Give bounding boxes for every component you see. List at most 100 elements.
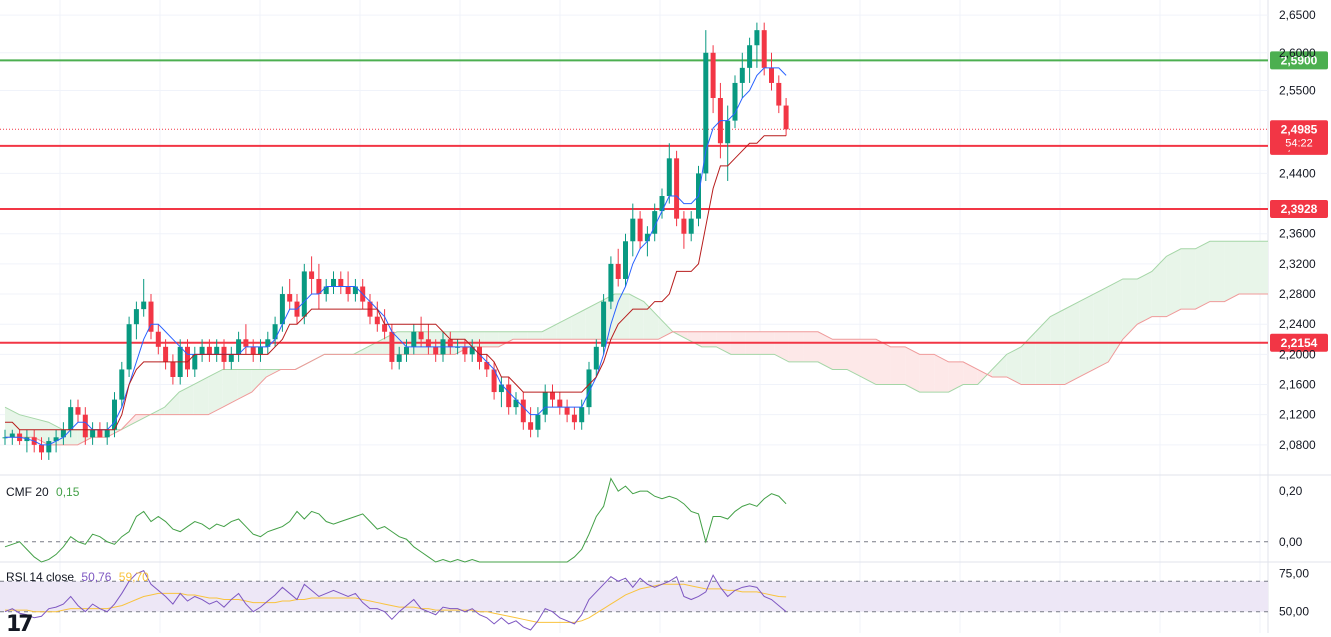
candle-body	[776, 82, 782, 106]
cloud-segment	[803, 331, 818, 362]
candle-body	[447, 339, 453, 347]
cmf-tick-label: 0,00	[1279, 535, 1303, 549]
cloud-segment	[1166, 248, 1181, 317]
level-tag-label: 2,5900	[1281, 53, 1318, 67]
candle-body	[104, 429, 110, 438]
candle-body	[258, 346, 263, 355]
last-price-label: 2,4985	[1281, 122, 1318, 136]
cloud-segment	[1209, 241, 1225, 302]
candle-body	[564, 407, 570, 415]
price-axis[interactable]: 2,6500 2,6000 2,5500 2,4400 2,3600 2,3200 2,28…	[1279, 8, 1316, 619]
candle-body	[170, 361, 176, 377]
candle-body	[46, 441, 52, 453]
candle-body	[338, 278, 344, 287]
candle-body	[710, 52, 716, 99]
level-tag-label: 2,3928	[1281, 202, 1318, 216]
senkou-span-b-line	[5, 293, 1268, 446]
candle-body	[652, 211, 658, 234]
cloud-segment	[1151, 256, 1167, 317]
candle-body	[90, 429, 96, 438]
rsi-legend[interactable]: RSI 14 close 50,76 59,70	[6, 570, 153, 584]
price-tick-label: 2,1600	[1279, 378, 1316, 392]
cloud-segment	[193, 376, 209, 415]
cmf-label: CMF 20	[6, 485, 49, 499]
candle-body	[506, 384, 512, 408]
price-tick-label: 2,2400	[1279, 317, 1316, 331]
candle-body	[323, 286, 329, 295]
candle-body	[571, 414, 577, 423]
candle-body	[396, 354, 402, 362]
cloud-segment	[1137, 271, 1152, 325]
candle-body	[433, 346, 439, 355]
candle-body	[75, 407, 81, 415]
price-tick-label: 2,2800	[1279, 287, 1316, 301]
candle-body	[498, 384, 504, 393]
price-tick-label: 2,3200	[1279, 257, 1316, 271]
candle-body	[126, 324, 132, 370]
price-tick-label: 2,6500	[1279, 8, 1316, 22]
candlestick-series[interactable]	[2, 22, 789, 460]
cloud-segment	[658, 316, 673, 340]
candle-body	[557, 399, 563, 408]
cloud-segment	[934, 354, 949, 393]
cloud-segment	[1021, 331, 1036, 385]
candle-body	[236, 339, 242, 355]
cloud-segment	[1050, 309, 1065, 385]
rsi-tick-label: 50,00	[1279, 605, 1309, 619]
candle-body	[279, 294, 285, 325]
candle-body	[674, 158, 680, 219]
candle-body	[374, 316, 380, 325]
cloud-segment	[208, 369, 223, 415]
cloud-segment	[367, 339, 383, 355]
cloud-segment	[527, 331, 543, 340]
level-tag-label: 2,2154	[1281, 336, 1318, 350]
level-tag	[1270, 333, 1328, 352]
cloud-segment	[513, 331, 528, 340]
candle-body	[769, 67, 774, 83]
candle-body	[644, 233, 650, 242]
cloud-segment	[1093, 286, 1109, 370]
candle-body	[97, 429, 103, 438]
candle-body	[250, 346, 256, 355]
cmf-value: 0,15	[56, 485, 80, 499]
price-tick-label: 2,2000	[1279, 347, 1316, 361]
ichimoku-lines	[5, 67, 787, 446]
cmf-legend[interactable]: CMF 20 0,15	[6, 485, 83, 499]
candle-body	[316, 278, 322, 295]
tradingview-logo[interactable]: 17	[6, 612, 34, 637]
candle-body	[725, 120, 731, 144]
cloud-segment	[1180, 248, 1196, 310]
cloud-segment	[948, 361, 964, 393]
candle-body	[206, 346, 212, 355]
cloud-segment	[847, 339, 862, 377]
candle-body	[389, 331, 395, 362]
rsi-pane[interactable]	[0, 569, 1268, 631]
candle-body	[155, 331, 161, 347]
candle-body	[301, 271, 307, 317]
candle-body	[68, 407, 74, 430]
candle-body	[309, 271, 315, 279]
candle-body	[520, 399, 526, 423]
candle-body	[148, 301, 154, 332]
rsi-label: RSI 14 close	[6, 570, 75, 584]
rsi-tick-label: 75,00	[1279, 567, 1309, 581]
cloud-segment	[484, 331, 499, 347]
cloud-segment	[890, 346, 906, 385]
candle-body	[133, 309, 139, 325]
price-tick-label: 2,4400	[1279, 166, 1316, 180]
price-tick-label: 2,3600	[1279, 227, 1316, 241]
candle-body	[287, 294, 293, 302]
cloud-segment	[571, 309, 586, 340]
cmf-line	[4, 477, 787, 563]
price-tick-label: 2,5500	[1279, 83, 1316, 97]
candle-body	[542, 392, 548, 415]
cmf-pane[interactable]	[0, 477, 1268, 563]
cloud-segment	[832, 339, 847, 370]
candle-body	[513, 399, 519, 408]
candle-body	[528, 422, 534, 430]
price-tick-label: 2,0800	[1279, 438, 1316, 452]
rsi-line	[4, 569, 787, 631]
